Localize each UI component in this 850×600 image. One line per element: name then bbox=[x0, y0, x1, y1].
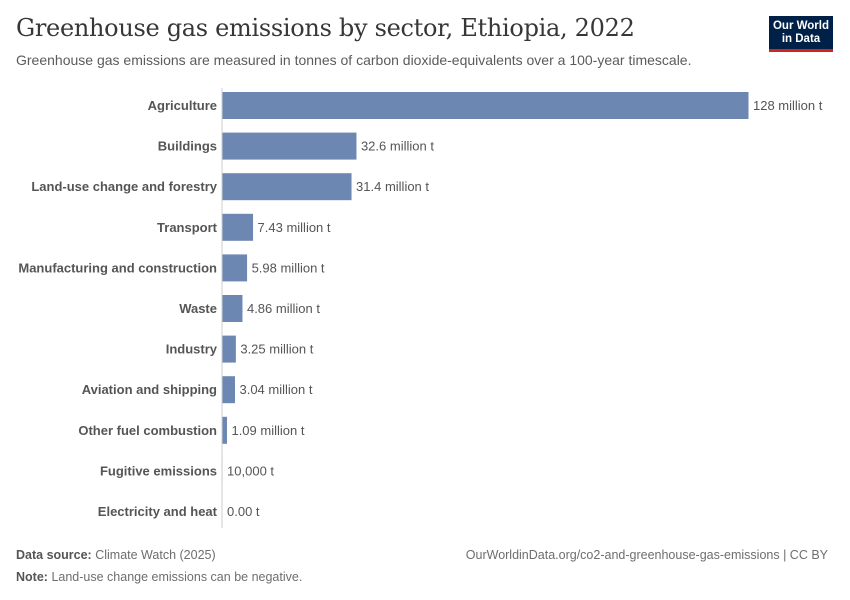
logo-line-1: Our World bbox=[772, 20, 829, 32]
bar[interactable] bbox=[222, 254, 248, 282]
chart-subtitle: Greenhouse gas emissions are measured in… bbox=[16, 52, 692, 68]
bar[interactable] bbox=[222, 335, 236, 363]
bar[interactable] bbox=[222, 376, 235, 404]
category-label: Waste bbox=[179, 301, 217, 316]
value-label: 3.25 million t bbox=[240, 342, 313, 357]
note-label: Note: bbox=[16, 570, 48, 584]
category-label: Buildings bbox=[158, 139, 217, 154]
category-label: Land-use change and forestry bbox=[31, 179, 217, 194]
value-label: 7.43 million t bbox=[258, 220, 331, 235]
logo-line-2: in Data bbox=[781, 33, 821, 45]
note-text: Land-use change emissions can be negativ… bbox=[51, 570, 303, 584]
data-source-label: Data source: bbox=[16, 548, 92, 562]
bar[interactable] bbox=[222, 213, 254, 241]
chart-url[interactable]: OurWorldinData.org/co2-and-greenhouse-ga… bbox=[465, 548, 828, 562]
category-label: Transport bbox=[157, 220, 218, 235]
owid-logo[interactable]: Our World in Data bbox=[769, 16, 833, 52]
category-label: Electricity and heat bbox=[98, 504, 218, 519]
value-label: 1.09 million t bbox=[231, 423, 304, 438]
value-label: 10,000 t bbox=[227, 463, 274, 478]
bar[interactable] bbox=[222, 416, 227, 444]
bar[interactable] bbox=[222, 295, 243, 322]
value-label: 31.4 million t bbox=[356, 179, 429, 194]
data-source: Data source: Climate Watch (2025) bbox=[16, 548, 216, 562]
bar[interactable] bbox=[222, 92, 749, 119]
value-label: 128 million t bbox=[753, 98, 823, 113]
data-source-link[interactable]: Climate Watch (2025) bbox=[95, 548, 216, 562]
chart-note: Note: Land-use change emissions can be n… bbox=[16, 570, 302, 584]
value-label: 32.6 million t bbox=[361, 139, 434, 154]
category-label: Agriculture bbox=[148, 98, 217, 113]
category-label: Manufacturing and construction bbox=[18, 260, 217, 275]
category-label: Industry bbox=[166, 342, 218, 357]
bar[interactable] bbox=[222, 132, 357, 160]
category-label: Fugitive emissions bbox=[100, 463, 217, 478]
value-label: 4.86 million t bbox=[247, 301, 320, 316]
category-label: Other fuel combustion bbox=[78, 423, 217, 438]
value-label: 0.00 t bbox=[227, 504, 260, 519]
category-label: Aviation and shipping bbox=[82, 382, 217, 397]
value-label: 5.98 million t bbox=[252, 260, 325, 275]
chart-title: Greenhouse gas emissions by sector, Ethi… bbox=[16, 14, 635, 42]
bar[interactable] bbox=[222, 173, 352, 201]
value-label: 3.04 million t bbox=[239, 382, 312, 397]
